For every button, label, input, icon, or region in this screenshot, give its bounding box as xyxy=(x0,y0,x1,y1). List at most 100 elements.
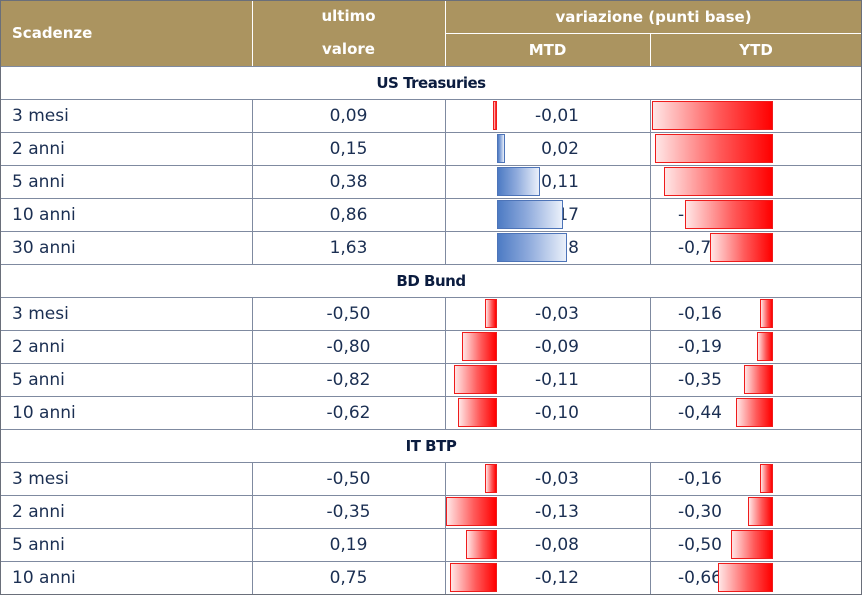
mtd-bar xyxy=(462,332,497,361)
mtd-value: -0,13 xyxy=(535,501,579,522)
ytd-bar xyxy=(652,101,773,130)
column-divider xyxy=(650,198,651,231)
column-divider xyxy=(445,165,446,198)
ytd-value: -0,16 xyxy=(678,303,722,324)
column-divider xyxy=(252,330,253,363)
header-divider-1 xyxy=(252,0,253,66)
header-ultimo-line1: ultimo xyxy=(321,7,376,25)
maturity-label: 5 anni xyxy=(12,369,65,390)
header-scadenze: Scadenze xyxy=(0,0,252,66)
ytd-bar xyxy=(685,200,773,229)
row-divider xyxy=(0,396,862,397)
column-divider xyxy=(252,528,253,561)
column-divider xyxy=(650,495,651,528)
column-divider xyxy=(445,462,446,495)
column-divider xyxy=(252,561,253,594)
mtd-value: 0,02 xyxy=(541,138,579,159)
ytd-value: -0,19 xyxy=(678,336,722,357)
ytd-value: -0,50 xyxy=(678,534,722,555)
column-divider xyxy=(252,495,253,528)
mtd-value: -0,08 xyxy=(535,534,579,555)
maturity-label: 10 anni xyxy=(12,567,76,588)
column-divider xyxy=(445,231,446,264)
last-value: -0,50 xyxy=(326,468,371,489)
column-divider xyxy=(445,495,446,528)
column-divider xyxy=(445,198,446,231)
column-divider xyxy=(650,561,651,594)
last-value: -0,80 xyxy=(326,336,371,357)
maturity-label: 5 anni xyxy=(12,171,65,192)
ytd-value: -0,16 xyxy=(678,468,722,489)
last-value: 0,15 xyxy=(329,138,368,159)
ytd-bar xyxy=(757,332,773,361)
ytd-bar xyxy=(718,563,773,592)
maturity-label: 3 mesi xyxy=(12,105,69,126)
column-divider xyxy=(650,462,651,495)
row-divider xyxy=(0,561,862,562)
mtd-bar xyxy=(458,398,497,427)
ytd-value: -0,66 xyxy=(678,567,722,588)
row-divider xyxy=(0,429,862,430)
column-divider xyxy=(445,297,446,330)
maturity-label: 30 anni xyxy=(12,237,76,258)
mtd-bar xyxy=(493,101,497,130)
header-mtd: MTD xyxy=(445,33,650,66)
header-ytd-label: YTD xyxy=(739,40,773,59)
mtd-bar xyxy=(454,365,497,394)
ytd-bar xyxy=(744,365,773,394)
column-divider xyxy=(650,330,651,363)
row-divider xyxy=(0,462,862,463)
column-divider xyxy=(252,462,253,495)
column-divider xyxy=(445,363,446,396)
column-divider xyxy=(252,231,253,264)
ytd-value: -0,35 xyxy=(678,369,722,390)
last-value: 0,19 xyxy=(329,534,368,555)
last-value: -0,35 xyxy=(326,501,371,522)
row-divider xyxy=(0,495,862,496)
mtd-bar xyxy=(497,233,567,262)
section-title: US Treasuries xyxy=(376,73,486,92)
column-divider xyxy=(650,231,651,264)
header-ultimo-line2: valore xyxy=(322,40,375,58)
mtd-value: -0,09 xyxy=(535,336,579,357)
last-value: 0,86 xyxy=(329,204,368,225)
header-scadenze-label: Scadenze xyxy=(12,24,93,42)
column-divider xyxy=(650,297,651,330)
ytd-value: -0,44 xyxy=(678,402,722,423)
mtd-value: -0,12 xyxy=(535,567,579,588)
column-divider xyxy=(650,528,651,561)
mtd-bar xyxy=(446,497,497,526)
maturity-label: 10 anni xyxy=(12,402,76,423)
ytd-bar xyxy=(655,134,773,163)
header-variazione-label: variazione (punti base) xyxy=(555,7,752,26)
column-divider xyxy=(445,561,446,594)
maturity-label: 10 anni xyxy=(12,204,76,225)
section-title: IT BTP xyxy=(405,436,457,455)
maturity-label: 2 anni xyxy=(12,138,65,159)
mtd-value: -0,03 xyxy=(535,468,579,489)
ytd-bar xyxy=(710,233,773,262)
header-ytd: YTD xyxy=(650,33,862,66)
ytd-bar xyxy=(736,398,773,427)
row-divider xyxy=(0,264,862,265)
column-divider xyxy=(650,396,651,429)
last-value: 0,38 xyxy=(329,171,368,192)
ytd-value: -0,30 xyxy=(678,501,722,522)
row-divider xyxy=(0,297,862,298)
column-divider xyxy=(445,132,446,165)
mtd-bar xyxy=(450,563,497,592)
mtd-value: -0,11 xyxy=(535,369,579,390)
row-divider xyxy=(0,132,862,133)
ytd-bar xyxy=(731,530,773,559)
column-divider xyxy=(650,165,651,198)
mtd-value: -0,03 xyxy=(535,303,579,324)
column-divider xyxy=(252,297,253,330)
maturity-label: 2 anni xyxy=(12,501,65,522)
ytd-bar xyxy=(748,497,773,526)
row-divider xyxy=(0,99,862,100)
last-value: -0,50 xyxy=(326,303,371,324)
column-divider xyxy=(445,396,446,429)
last-value: -0,62 xyxy=(326,402,371,423)
section-title: BD Bund xyxy=(396,271,466,290)
